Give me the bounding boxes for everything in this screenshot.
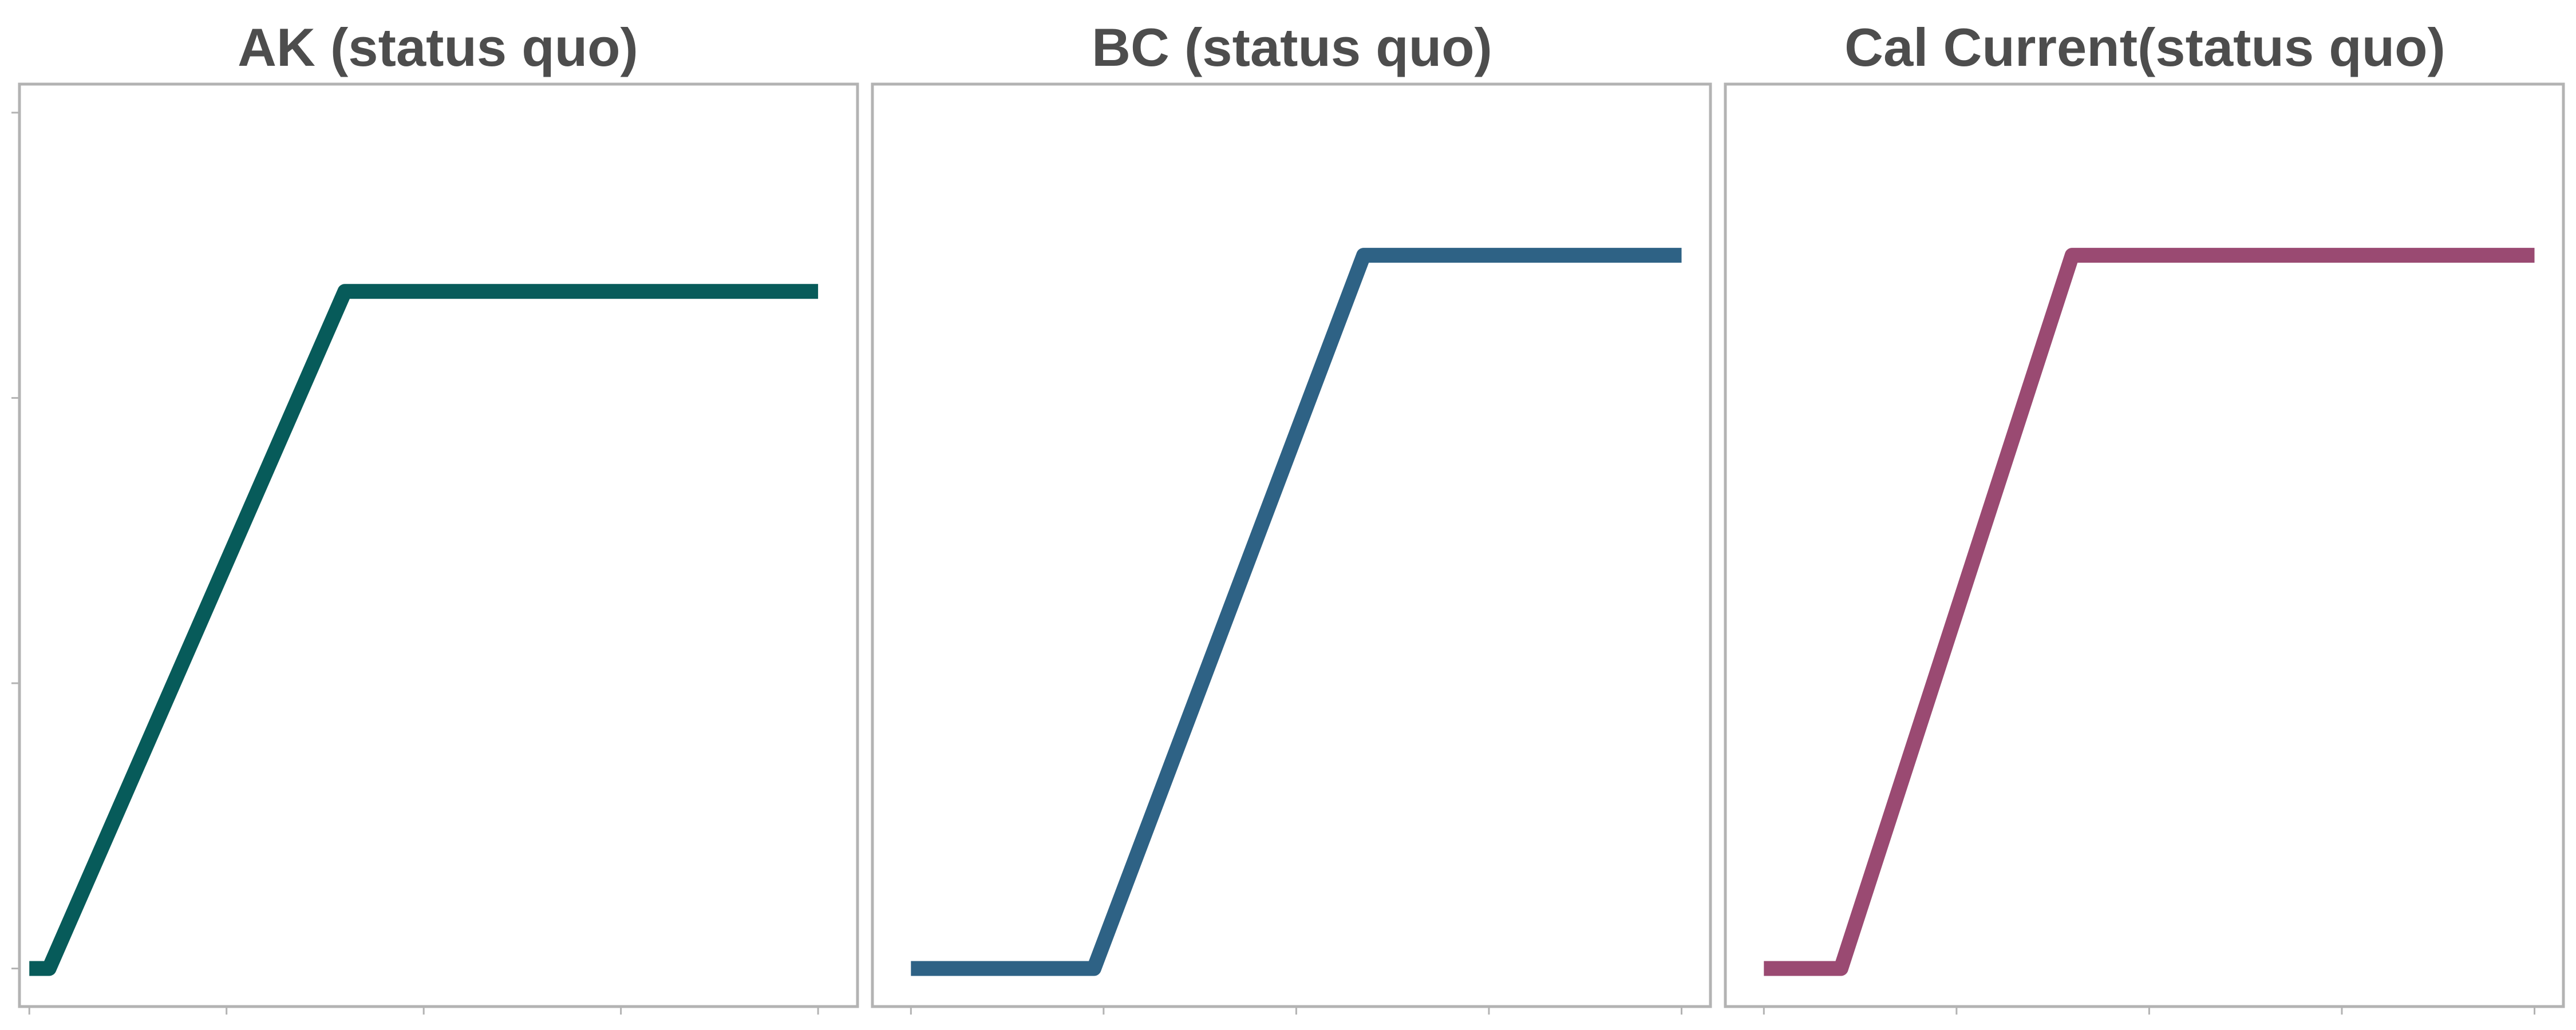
chart-title-cal-current: Cal Current(status quo): [1844, 17, 2445, 77]
plot-frame-cal-current: [1724, 82, 2565, 1008]
series-line-ak: [29, 284, 819, 976]
plot-frame-ak: [18, 82, 859, 1008]
chart-title-ak: AK (status quo): [238, 17, 638, 77]
series-line-cal-current: [1764, 248, 2535, 976]
chart-title-bc: BC (status quo): [1092, 17, 1492, 77]
series-line-bc: [911, 248, 1682, 976]
plot-frame-bc: [871, 82, 1712, 1008]
